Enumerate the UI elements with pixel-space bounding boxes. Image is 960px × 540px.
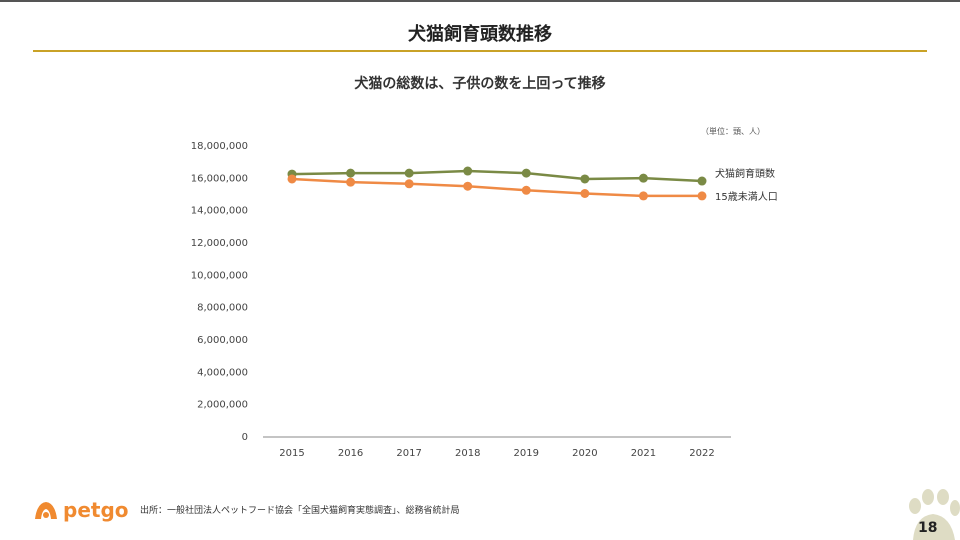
y-tick-label: 16,000,000 [191, 173, 248, 184]
x-tick-label: 2015 [279, 448, 304, 459]
data-point [580, 189, 590, 198]
data-point [697, 176, 707, 186]
data-point [521, 185, 531, 195]
series-line-1 [291, 169, 703, 183]
y-tick-label: 2,000,000 [197, 400, 248, 411]
y-tick-label: 4,000,000 [197, 367, 248, 378]
y-tick-label: 14,000,000 [191, 206, 248, 217]
data-point [521, 168, 531, 178]
petgo-logo: petgo [33, 498, 129, 522]
y-tick-label: 6,000,000 [197, 335, 248, 346]
x-tick-label: 2019 [514, 448, 539, 459]
x-tick-label: 2020 [572, 448, 597, 459]
title-divider [33, 50, 927, 52]
y-tick-label: 12,000,000 [191, 238, 248, 249]
x-tick-label: 2022 [689, 448, 714, 459]
data-point [404, 179, 414, 189]
logo-text: petgo [63, 498, 129, 522]
x-tick-label: 2016 [338, 448, 363, 459]
source-note: 出所：一般社団法人ペットフード協会「全国犬猫飼育実態調査」、総務省統計局 [140, 506, 460, 516]
data-point [287, 174, 297, 184]
data-point [580, 174, 590, 184]
data-point [463, 166, 473, 176]
y-tick-label: 18,000,000 [191, 141, 248, 152]
y-tick-label: 8,000,000 [197, 303, 248, 314]
data-point [463, 181, 473, 191]
top-border [0, 0, 960, 2]
x-tick-label: 2018 [455, 448, 480, 459]
data-point [404, 168, 414, 178]
legend-label: 15歳未満人口 [715, 191, 778, 203]
data-point [697, 191, 707, 201]
series-line-2 [291, 177, 702, 198]
data-point [346, 168, 356, 178]
data-point [638, 191, 648, 201]
data-point [638, 173, 648, 183]
chart-title: 犬猫の総数は、子供の数を上回って推移 [354, 76, 606, 92]
paw-icon [909, 489, 960, 540]
y-tick-label: 10,000,000 [191, 270, 248, 281]
unit-note: （単位：頭、人） [701, 126, 765, 136]
x-tick-label: 2017 [396, 448, 421, 459]
page-number: 18 [918, 520, 938, 536]
page-title: 犬猫飼育頭数推移 [408, 24, 552, 45]
data-point [346, 177, 356, 187]
y-tick-label: 0 [242, 432, 248, 443]
legend-label: 犬猫飼育頭数 [715, 167, 775, 180]
x-tick-label: 2021 [631, 448, 656, 459]
petgo-logo-icon [35, 502, 57, 519]
